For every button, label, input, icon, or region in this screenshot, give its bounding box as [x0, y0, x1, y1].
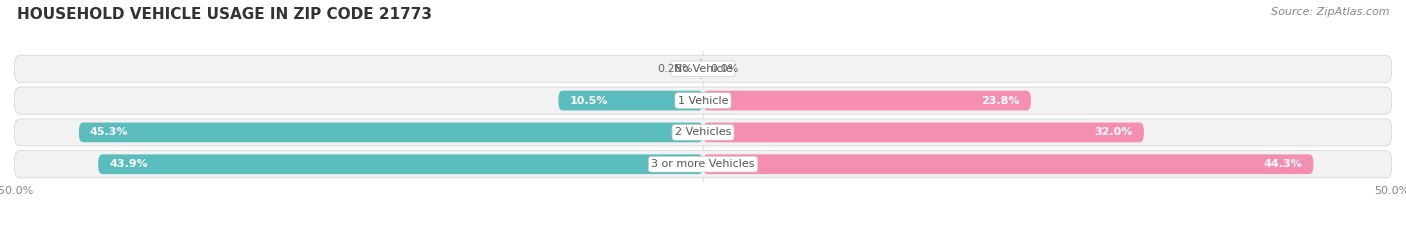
FancyBboxPatch shape [703, 91, 1031, 110]
Text: 44.3%: 44.3% [1264, 159, 1302, 169]
Text: 10.5%: 10.5% [569, 96, 607, 106]
Text: 0.28%: 0.28% [657, 64, 692, 74]
FancyBboxPatch shape [98, 154, 703, 174]
Text: Source: ZipAtlas.com: Source: ZipAtlas.com [1271, 7, 1389, 17]
FancyBboxPatch shape [14, 119, 1392, 146]
FancyBboxPatch shape [699, 59, 703, 79]
FancyBboxPatch shape [14, 87, 1392, 114]
Text: 1 Vehicle: 1 Vehicle [678, 96, 728, 106]
FancyBboxPatch shape [14, 55, 1392, 82]
Text: 0.0%: 0.0% [710, 64, 738, 74]
Text: 3 or more Vehicles: 3 or more Vehicles [651, 159, 755, 169]
Text: HOUSEHOLD VEHICLE USAGE IN ZIP CODE 21773: HOUSEHOLD VEHICLE USAGE IN ZIP CODE 2177… [17, 7, 432, 22]
FancyBboxPatch shape [558, 91, 703, 110]
Text: 43.9%: 43.9% [110, 159, 148, 169]
Text: 2 Vehicles: 2 Vehicles [675, 127, 731, 137]
FancyBboxPatch shape [703, 123, 1144, 142]
Text: 32.0%: 32.0% [1094, 127, 1133, 137]
Text: 23.8%: 23.8% [981, 96, 1019, 106]
FancyBboxPatch shape [703, 154, 1313, 174]
Text: No Vehicle: No Vehicle [673, 64, 733, 74]
FancyBboxPatch shape [79, 123, 703, 142]
FancyBboxPatch shape [14, 151, 1392, 178]
Text: 45.3%: 45.3% [90, 127, 128, 137]
